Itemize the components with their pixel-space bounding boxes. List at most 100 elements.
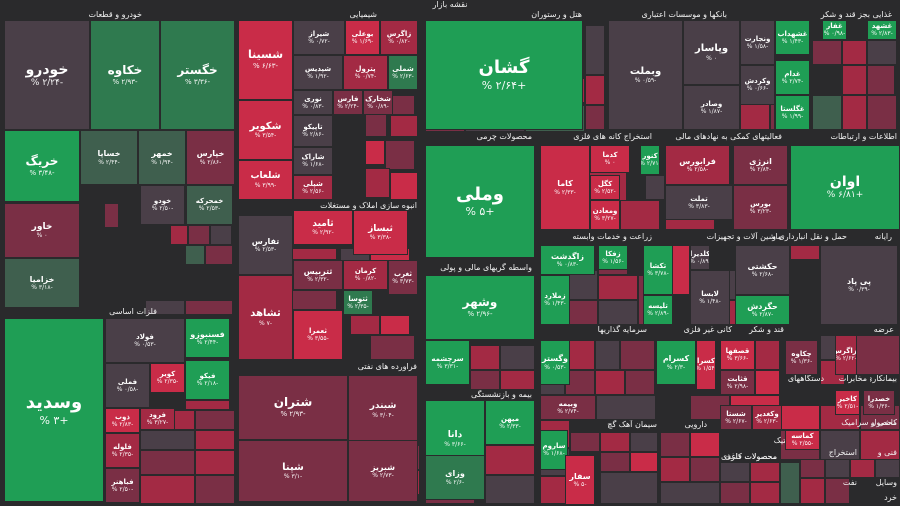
stock-tile[interactable]: کسرام -۲/۳ % [656,340,696,385]
heatmap-cell[interactable] [585,75,605,105]
stock-tile[interactable]: شپلی -۲/۵۶ % [293,175,333,200]
stock-tile[interactable]: کرمان -۰/۸۲ % [343,260,388,290]
stock-tile[interactable]: ثشاهد -۷ % [238,275,293,360]
heatmap-cell[interactable] [210,225,232,245]
heatmap-cell[interactable] [585,105,605,130]
heatmap-cell[interactable] [380,315,410,335]
stock-tile[interactable]: بورس -۳/۲۳ % [733,185,788,230]
stock-tile[interactable]: میهن -۲/۳۳ % [485,400,535,445]
heatmap-cell[interactable] [660,482,720,504]
stock-tile[interactable]: خزامیا -۳/۱۸ % [4,258,80,308]
heatmap-cell[interactable] [867,40,897,65]
stock-tile[interactable]: شبریز -۲/۷۳ % [348,440,418,502]
stock-tile[interactable]: کگل -۲/۵۲ % [590,175,620,200]
heatmap-cell[interactable] [825,478,850,504]
heatmap-cell[interactable] [850,458,875,478]
heatmap-cell[interactable] [370,335,415,360]
heatmap-cell[interactable] [690,457,720,482]
stock-tile[interactable]: فرود -۳/۲۷ % [140,408,175,430]
stock-tile[interactable]: سرچشمه -۳/۳۱ % [425,340,470,385]
heatmap-cell[interactable] [800,478,825,504]
stock-tile[interactable]: ونجارت -۱/۵۸ % [740,20,775,65]
heatmap-cell[interactable] [292,248,337,260]
stock-tile[interactable]: ومعادن -۳/۲۷ % [590,200,620,230]
stock-tile[interactable]: تلیسه -۲/۸۹ % [643,295,673,325]
heatmap-cell[interactable] [750,462,780,482]
heatmap-cell[interactable] [755,370,780,395]
stock-tile[interactable]: بوعلی -۱/۶۹ % [345,20,380,55]
stock-tile[interactable]: خاور ۰ % [4,203,80,258]
stock-tile[interactable]: خساپا -۲/۴۴ % [80,130,138,185]
heatmap-cell[interactable] [842,65,867,95]
heatmap-cell[interactable] [140,475,195,504]
stock-tile[interactable]: فملی -۰/۵۸ % [105,363,150,408]
heatmap-cell[interactable] [600,432,630,452]
stock-tile[interactable]: خودو -۲/۵۰ % [140,185,185,225]
heatmap-cell[interactable] [720,482,750,504]
heatmap-cell[interactable] [598,275,638,300]
heatmap-cell[interactable] [595,340,620,370]
heatmap-cell[interactable] [750,482,780,504]
heatmap-cell[interactable] [205,245,233,265]
heatmap-cell[interactable] [470,345,500,370]
stock-tile[interactable]: حگردش -۲/۸۷ % [735,295,790,325]
heatmap-cell[interactable] [598,300,638,325]
stock-tile[interactable]: غفار -۰/۹۸ % [822,20,847,40]
stock-tile[interactable]: ثبساز -۳/۳۸ % [353,210,408,255]
stock-tile[interactable]: خودرو -۲/۲۴ % [4,20,90,130]
stock-tile[interactable]: کنور-۲/۷۱ % [640,145,660,175]
stock-tile[interactable]: شلعاب -۳/۹۹ % [238,160,293,200]
stock-tile[interactable]: لابسا -۱/۴۸ % [690,270,730,325]
heatmap-cell[interactable] [812,95,842,130]
stock-tile[interactable]: خکاوه -۲/۹۳ % [90,20,160,130]
heatmap-cell[interactable] [568,270,598,300]
stock-tile[interactable]: فیکو -۲/۱۸ % [185,360,230,400]
heatmap-cell[interactable] [568,300,598,325]
stock-tile[interactable]: شکویر -۳/۵۴ % [238,100,293,160]
heatmap-cell[interactable] [867,95,897,130]
heatmap-cell[interactable] [595,370,625,395]
heatmap-cell[interactable] [350,315,380,335]
heatmap-cell[interactable] [860,430,900,460]
heatmap-cell[interactable] [630,432,658,452]
heatmap-cell[interactable] [390,115,418,137]
stock-tile[interactable]: ثتربیس -۲/۳۲ % [293,260,343,290]
stock-tile[interactable]: کویر -۲/۳۵ % [150,363,185,393]
heatmap-cell[interactable] [620,340,655,370]
heatmap-cell[interactable] [104,203,119,228]
heatmap-cell[interactable] [570,432,600,452]
stock-tile[interactable]: وبملت -۰/۵۹ % [608,20,683,130]
stock-tile[interactable]: خگستر -۳/۳۶ % [160,20,235,130]
heatmap-cell[interactable] [842,40,867,65]
heatmap-cell[interactable] [195,430,235,450]
heatmap-cell[interactable] [812,40,842,65]
stock-tile[interactable]: غگلستا -۱/۹۹ % [775,95,810,130]
stock-tile[interactable]: وبیمه -۲/۷۴ % [540,395,596,420]
stock-tile[interactable]: زملارد -۱/۴۳ % [540,275,570,325]
stock-tile[interactable]: ثتوسا -۲/۳۵ % [343,290,373,315]
stock-tile[interactable]: خمهر -۱/۹۴ % [138,130,186,185]
heatmap-cell[interactable] [660,457,690,482]
stock-tile[interactable]: فلوله -۲/۳۵ % [105,433,140,468]
stock-tile[interactable]: غشهد -۲/۸۳ % [867,20,897,40]
heatmap-cell[interactable] [185,300,233,315]
stock-tile[interactable]: بزاگرس-۲/۶۲ % [835,335,857,375]
stock-tile[interactable]: قثابت -۲/۹۸ % [720,370,755,395]
stock-tile[interactable]: کاخیر -۲/۵۱ % [835,390,860,415]
stock-tile[interactable]: شسینا -۶/۶۳ % [238,20,293,100]
heatmap-cell[interactable] [690,432,720,457]
stock-tile[interactable]: اوان +۶/۸۱ % [790,145,900,230]
stock-tile[interactable]: زاگرس -۰/۸۲ % [380,20,418,55]
heatmap-cell[interactable] [780,405,820,430]
stock-tile[interactable]: خریگ -۳/۴۸ % [4,130,80,202]
stock-tile[interactable]: انرژی -۲/۸۴ % [733,145,788,185]
stock-tile[interactable]: خمحرکه -۲/۵۳ % [186,185,233,225]
stock-tile[interactable]: کدما ۰ % [590,145,630,173]
stock-tile[interactable]: شاراک -۱/۶۸ % [293,147,333,175]
heatmap-cell[interactable] [365,140,385,165]
stock-tile[interactable]: فسنبوزو -۲/۴۴ % [185,318,230,358]
heatmap-cell[interactable] [195,450,235,475]
stock-tile[interactable]: کاما -۲/۳۳ % [540,145,590,230]
stock-tile[interactable]: فولاد -۰/۵۳ % [105,318,185,363]
stock-tile[interactable]: پترول -۰/۷۴ % [343,55,388,90]
